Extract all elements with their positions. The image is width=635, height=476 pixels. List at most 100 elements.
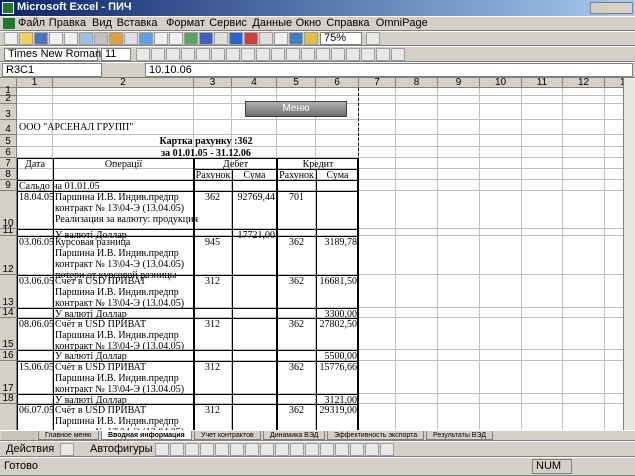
toolbar-button[interactable] (244, 32, 258, 45)
format-button[interactable] (331, 48, 345, 61)
column-header[interactable]: 9 (438, 78, 480, 88)
drawing-button[interactable] (215, 443, 229, 456)
drawing-button[interactable] (380, 443, 394, 456)
sheet-tab[interactable]: Учет контрактов (194, 431, 261, 440)
window-buttons[interactable] (590, 2, 633, 14)
sheet-tab[interactable]: Результаты ВЭД (426, 431, 494, 440)
select-button[interactable] (60, 443, 74, 456)
menu-item[interactable]: OmniPage (375, 17, 428, 29)
column-header[interactable]: 13 (605, 78, 623, 88)
format-button[interactable] (391, 48, 405, 61)
row-header[interactable]: 1 (0, 86, 17, 96)
drawing-button[interactable] (260, 443, 274, 456)
formula-input[interactable]: 10.10.06 (145, 63, 633, 77)
sheet-tab[interactable]: Динамика ВЭД (263, 431, 326, 440)
row-header[interactable]: 14 (0, 308, 17, 318)
format-button[interactable] (346, 48, 360, 61)
menu-item[interactable]: Файл (18, 17, 46, 29)
row-header[interactable]: 15 (0, 318, 17, 350)
drawing-button[interactable] (305, 443, 319, 456)
column-header[interactable]: 2 (53, 78, 194, 88)
toolbar-button[interactable] (289, 32, 303, 45)
column-header[interactable]: 8 (396, 78, 438, 88)
toolbar-button[interactable] (4, 32, 18, 45)
drawing-button[interactable] (200, 443, 214, 456)
menu-item[interactable]: Данные (252, 17, 293, 29)
format-button[interactable] (256, 48, 270, 61)
size-box[interactable]: 11 (101, 48, 131, 61)
column-header[interactable]: 7 (359, 78, 396, 88)
menu-item[interactable]: Правка (48, 17, 86, 29)
row-header[interactable]: 13 (0, 275, 17, 308)
toolbar-button[interactable] (259, 32, 273, 45)
toolbar-button[interactable] (124, 32, 138, 45)
row-header[interactable]: 9 (0, 180, 17, 191)
row-header[interactable]: 2 (0, 94, 17, 104)
format-button[interactable] (136, 48, 150, 61)
menu-button[interactable]: Меню (245, 101, 347, 117)
drawing-button[interactable] (365, 443, 379, 456)
row-header[interactable]: 7 (0, 158, 17, 169)
format-button[interactable] (181, 48, 195, 61)
drawing-button[interactable] (335, 443, 349, 456)
format-button[interactable] (166, 48, 180, 61)
drawing-button[interactable] (155, 443, 169, 456)
column-header[interactable]: 10 (480, 78, 522, 88)
drawing-button[interactable] (185, 443, 199, 456)
row-header[interactable]: 12 (0, 236, 17, 275)
toolbar-button[interactable] (169, 32, 183, 45)
name-box[interactable]: R3C1 (2, 63, 102, 77)
drawing-button[interactable] (275, 443, 289, 456)
column-header[interactable]: 12 (563, 78, 605, 88)
format-button[interactable] (376, 48, 390, 61)
help-button[interactable] (366, 32, 380, 45)
drawing-button[interactable] (350, 443, 364, 456)
toolbar-button[interactable] (64, 32, 78, 45)
sheet-tab[interactable]: Вводная информация (101, 431, 192, 440)
toolbar-button[interactable] (94, 32, 108, 45)
drawing-button[interactable] (320, 443, 334, 456)
format-button[interactable] (361, 48, 375, 61)
drawing-button[interactable] (290, 443, 304, 456)
format-button[interactable] (271, 48, 285, 61)
column-header[interactable]: 4 (232, 78, 277, 88)
format-button[interactable] (286, 48, 300, 61)
column-header[interactable]: 3 (194, 78, 232, 88)
format-button[interactable] (301, 48, 315, 61)
column-header[interactable]: 5 (277, 78, 316, 88)
column-header[interactable]: 11 (522, 78, 563, 88)
format-button[interactable] (196, 48, 210, 61)
autoshapes-menu[interactable]: Автофигуры (90, 443, 153, 455)
toolbar-button[interactable] (199, 32, 213, 45)
menu-item[interactable]: Окно (295, 17, 322, 29)
format-button[interactable] (241, 48, 255, 61)
menu-item[interactable]: Вставка (116, 17, 158, 29)
toolbar-button[interactable] (184, 32, 198, 45)
format-button[interactable] (316, 48, 330, 61)
row-header[interactable]: 11 (0, 226, 17, 236)
sheet-tab[interactable]: Эффективность экспорта (327, 431, 425, 440)
format-button[interactable] (151, 48, 165, 61)
toolbar-button[interactable] (154, 32, 168, 45)
actions-menu[interactable]: Действия (6, 443, 55, 455)
toolbar-button[interactable] (139, 32, 153, 45)
toolbar-button[interactable] (109, 32, 123, 45)
zoom-box[interactable]: 75% (320, 32, 362, 45)
column-header[interactable]: 6 (316, 78, 359, 88)
drawing-button[interactable] (230, 443, 244, 456)
column-header[interactable]: 1 (17, 78, 53, 88)
menu-item[interactable]: Формат (166, 17, 206, 29)
row-header[interactable]: 8 (0, 169, 17, 180)
drawing-button[interactable] (170, 443, 184, 456)
font-box[interactable]: Times New Roman (4, 48, 101, 61)
toolbar-button[interactable] (304, 32, 318, 45)
row-header[interactable]: 18 (0, 394, 17, 404)
drawing-button[interactable] (245, 443, 259, 456)
row-header[interactable]: 10 (0, 191, 17, 229)
menu-item[interactable]: Вид (92, 17, 112, 29)
row-header[interactable]: 16 (0, 350, 17, 361)
toolbar-button[interactable] (34, 32, 48, 45)
row-header[interactable]: 17 (0, 361, 17, 394)
menu-item[interactable]: Справка (326, 17, 370, 29)
row-header[interactable]: 4 (0, 120, 17, 135)
